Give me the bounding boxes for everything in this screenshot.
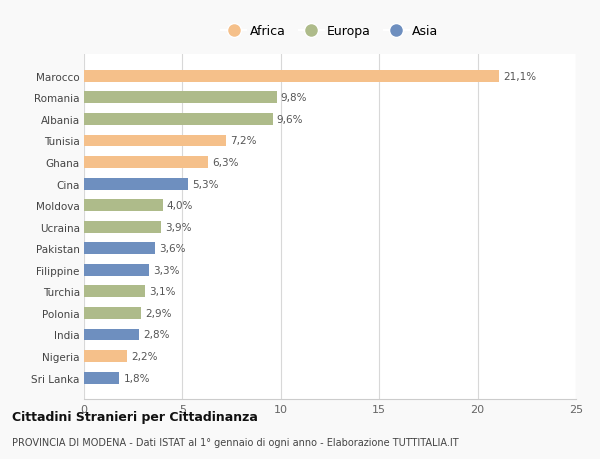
Bar: [84, 71, 499, 83]
Bar: [84, 135, 226, 147]
Bar: [84, 243, 155, 255]
Text: 2,9%: 2,9%: [145, 308, 172, 318]
Text: 3,9%: 3,9%: [164, 222, 191, 232]
Bar: [84, 178, 188, 190]
Legend: Africa, Europa, Asia: Africa, Europa, Asia: [217, 20, 443, 43]
Text: Cittadini Stranieri per Cittadinanza: Cittadini Stranieri per Cittadinanza: [12, 410, 258, 423]
Bar: [84, 264, 149, 276]
Bar: [84, 372, 119, 384]
Bar: [84, 200, 163, 212]
Text: 2,8%: 2,8%: [143, 330, 170, 340]
Text: PROVINCIA DI MODENA - Dati ISTAT al 1° gennaio di ogni anno - Elaborazione TUTTI: PROVINCIA DI MODENA - Dati ISTAT al 1° g…: [12, 437, 458, 447]
Text: 2,2%: 2,2%: [131, 351, 158, 361]
Text: 7,2%: 7,2%: [230, 136, 256, 146]
Text: 9,6%: 9,6%: [277, 115, 304, 125]
Text: 6,3%: 6,3%: [212, 158, 238, 168]
Text: 21,1%: 21,1%: [503, 72, 536, 82]
Bar: [84, 157, 208, 168]
Text: 5,3%: 5,3%: [192, 179, 219, 189]
Bar: [84, 308, 141, 319]
Bar: [84, 92, 277, 104]
Text: 3,6%: 3,6%: [159, 244, 185, 254]
Bar: [84, 329, 139, 341]
Text: 9,8%: 9,8%: [281, 93, 307, 103]
Bar: [84, 286, 145, 297]
Text: 3,3%: 3,3%: [153, 265, 179, 275]
Bar: [84, 350, 127, 362]
Text: 4,0%: 4,0%: [167, 201, 193, 211]
Bar: [84, 114, 273, 126]
Bar: [84, 221, 161, 233]
Text: 1,8%: 1,8%: [124, 373, 150, 383]
Text: 3,1%: 3,1%: [149, 287, 175, 297]
